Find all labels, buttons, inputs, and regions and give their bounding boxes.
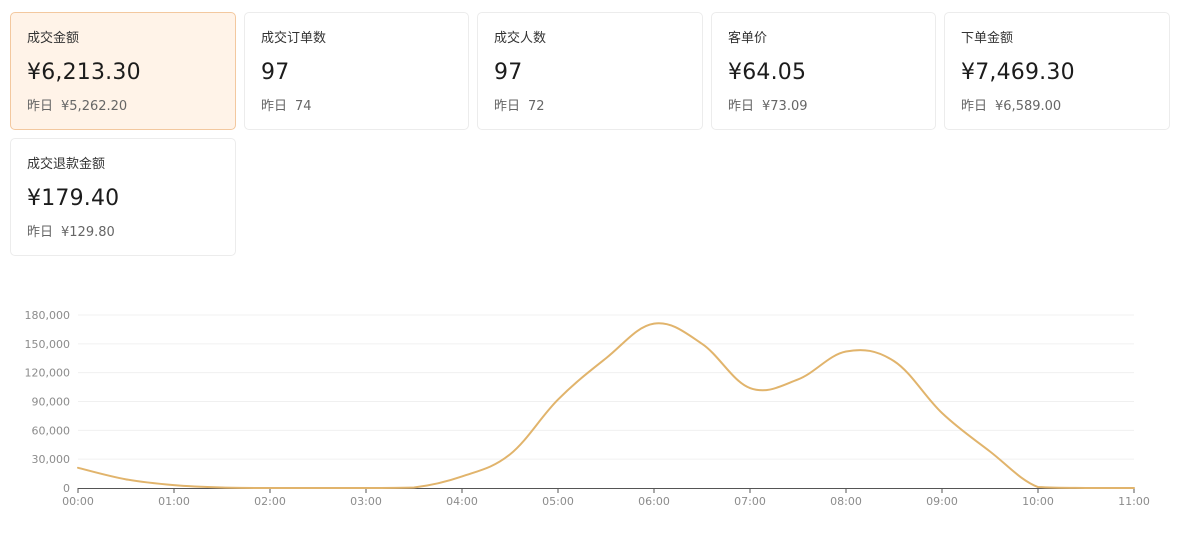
metric-compare: 昨日 ¥5,262.20 — [27, 99, 219, 115]
metric-label: 成交订单数 — [261, 31, 327, 46]
y-tick-label: 0 — [63, 482, 70, 495]
metric-value: 97 — [494, 60, 523, 85]
metric-card-order-amount[interactable]: 下单金额 ¥7,469.30 昨日 ¥6,589.00 — [944, 12, 1170, 130]
metric-label: 客单价 — [728, 31, 768, 46]
x-tick-label: 05:00 — [542, 495, 574, 508]
metric-value: ¥179.40 — [27, 186, 120, 211]
metric-label: 成交金额 — [27, 31, 80, 46]
x-tick-label: 04:00 — [446, 495, 478, 508]
x-tick-label: 01:00 — [158, 495, 190, 508]
metric-card-order-count[interactable]: 成交订单数 97 昨日 74 — [244, 12, 469, 130]
metric-label: 下单金额 — [961, 31, 1014, 46]
metric-card-buyer-count[interactable]: 成交人数 97 昨日 72 — [477, 12, 703, 130]
metric-card-avg-order-value[interactable]: 客单价 ¥64.05 昨日 ¥73.09 — [711, 12, 936, 130]
metric-value: ¥64.05 — [728, 60, 807, 85]
x-tick-label: 10:00 — [1022, 495, 1054, 508]
x-tick-label: 07:00 — [734, 495, 766, 508]
metric-compare: 昨日 ¥73.09 — [728, 99, 919, 115]
x-tick-label: 02:00 — [254, 495, 286, 508]
compare-label: 昨日 — [494, 99, 521, 114]
x-tick-label: 09:00 — [926, 495, 958, 508]
metric-label: 成交人数 — [494, 31, 547, 46]
y-tick-label: 180,000 — [25, 309, 71, 322]
x-tick-label: 03:00 — [350, 495, 382, 508]
y-tick-label: 120,000 — [25, 367, 71, 380]
compare-value: ¥6,589.00 — [995, 99, 1062, 114]
compare-value: 72 — [528, 99, 545, 114]
compare-value: ¥73.09 — [762, 99, 808, 114]
metric-value: ¥6,213.30 — [27, 60, 141, 85]
metric-label: 成交退款金额 — [27, 157, 106, 172]
y-tick-label: 60,000 — [32, 424, 71, 437]
metric-compare: 昨日 72 — [494, 99, 686, 115]
compare-label: 昨日 — [961, 99, 988, 114]
series-line-0 — [77, 322, 1135, 489]
metric-value: ¥7,469.30 — [961, 60, 1075, 85]
compare-label: 昨日 — [728, 99, 755, 114]
compare-label: 昨日 — [261, 99, 288, 114]
y-tick-label: 90,000 — [32, 396, 71, 409]
metric-compare: 昨日 74 — [261, 99, 452, 115]
trend-chart-svg: 0 30,000 60,000 90,000 120,000 150,000 180,000… — [25, 309, 1150, 508]
compare-value: 74 — [295, 99, 312, 114]
metric-card-refund-amount[interactable]: 成交退款金额 ¥179.40 昨日 ¥129.80 — [10, 138, 236, 256]
x-tick-label: 00:00 — [62, 495, 94, 508]
compare-label: 昨日 — [27, 99, 54, 114]
x-tick-label: 06:00 — [638, 495, 670, 508]
y-tick-label: 150,000 — [25, 338, 71, 351]
compare-value: ¥5,262.20 — [61, 99, 128, 114]
metric-compare: 昨日 ¥6,589.00 — [961, 99, 1153, 115]
y-tick-label: 30,000 — [32, 453, 71, 466]
x-tick-label: 11:00 — [1118, 495, 1150, 508]
trend-chart: 0 30,000 60,000 90,000 120,000 150,000 180,000… — [0, 295, 1194, 548]
metric-value: 97 — [261, 60, 290, 85]
x-tick-label: 08:00 — [830, 495, 862, 508]
metric-compare: 昨日 ¥129.80 — [27, 225, 219, 241]
compare-label: 昨日 — [27, 225, 54, 240]
metric-card-sales-amount[interactable]: 成交金额 ¥6,213.30 昨日 ¥5,262.20 — [10, 12, 236, 130]
compare-value: ¥129.80 — [61, 225, 115, 240]
